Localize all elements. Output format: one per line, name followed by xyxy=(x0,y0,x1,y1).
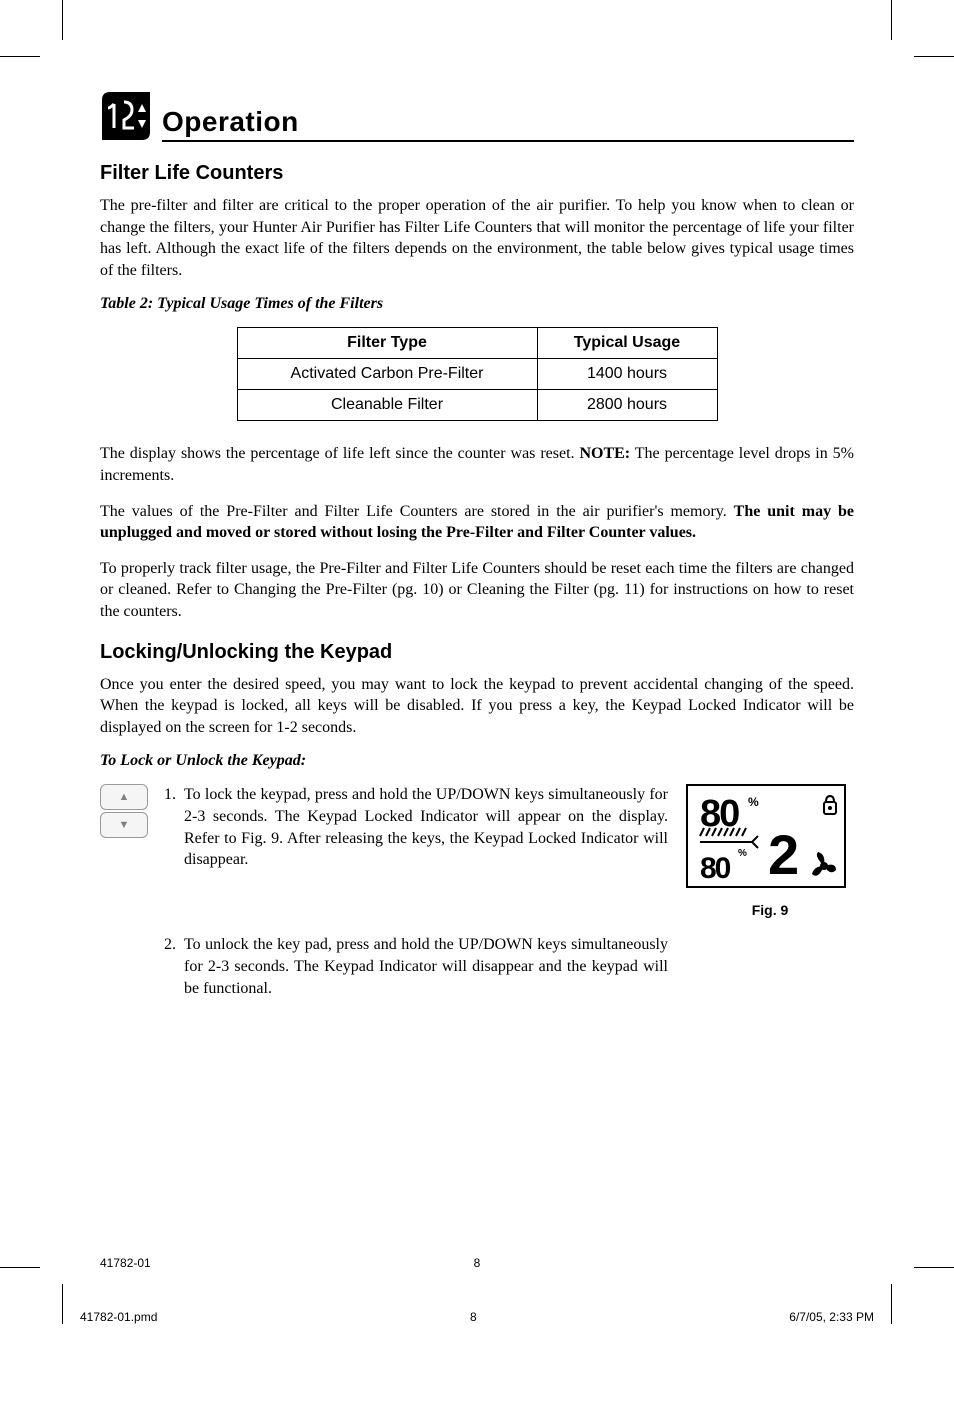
list-number: 1. xyxy=(164,784,184,870)
list-number: 2. xyxy=(164,934,184,999)
numbered-list: 1. To lock the keypad, press and hold th… xyxy=(164,784,668,918)
table-cell: Cleanable Filter xyxy=(237,390,537,421)
filter-usage-table: Filter Type Typical Usage Activated Carb… xyxy=(237,327,718,421)
list-text: To lock the keypad, press and hold the U… xyxy=(184,784,668,870)
updown-keys-icon: ▲ ▼ xyxy=(100,784,156,918)
table-header: Typical Usage xyxy=(537,328,717,359)
section-header: Operation xyxy=(100,90,854,142)
paragraph: The values of the Pre-Filter and Filter … xyxy=(100,501,854,544)
lcd-display-icon: 80 % 80 xyxy=(686,784,846,888)
svg-text:%: % xyxy=(748,795,759,809)
up-key-icon: ▲ xyxy=(100,784,148,810)
table-cell: 2800 hours xyxy=(537,390,717,421)
table-caption: Table 2: Typical Usage Times of the Filt… xyxy=(100,295,854,313)
svg-text:80: 80 xyxy=(700,852,731,884)
note-label: NOTE: xyxy=(579,445,630,462)
text: The display shows the percentage of life… xyxy=(100,445,579,462)
paragraph: Once you enter the desired speed, you ma… xyxy=(100,674,854,739)
paragraph: The pre-filter and filter are critical t… xyxy=(100,195,854,281)
svg-text:%: % xyxy=(738,848,747,859)
list-item: 2. To unlock the key pad, press and hold… xyxy=(164,934,668,999)
subheading: To Lock or Unlock the Keypad: xyxy=(100,752,854,770)
figure-caption: Fig. 9 xyxy=(686,902,854,918)
list-item: 1. To lock the keypad, press and hold th… xyxy=(164,784,668,870)
paragraph: To properly track filter usage, the Pre-… xyxy=(100,558,854,623)
operation-icon xyxy=(100,90,152,142)
text: The values of the Pre-Filter and Filter … xyxy=(100,503,734,520)
list-text: To unlock the key pad, press and hold th… xyxy=(184,934,668,999)
table-cell: 1400 hours xyxy=(537,359,717,390)
section-title: Operation xyxy=(162,106,854,142)
paragraph: The display shows the percentage of life… xyxy=(100,443,854,486)
footer-docnum: 41782-01 xyxy=(100,1256,151,1270)
heading-locking: Locking/Unlocking the Keypad xyxy=(100,641,854,664)
table-row: Activated Carbon Pre-Filter 1400 hours xyxy=(237,359,717,390)
figure-9: 80 % 80 xyxy=(686,784,854,918)
down-key-icon: ▼ xyxy=(100,812,148,838)
table-row: Cleanable Filter 2800 hours xyxy=(237,390,717,421)
heading-filter-life: Filter Life Counters xyxy=(100,162,854,185)
footer-pagenum: 8 xyxy=(474,1256,481,1270)
svg-text:2: 2 xyxy=(768,823,799,884)
table-header: Filter Type xyxy=(237,328,537,359)
table-cell: Activated Carbon Pre-Filter xyxy=(237,359,537,390)
